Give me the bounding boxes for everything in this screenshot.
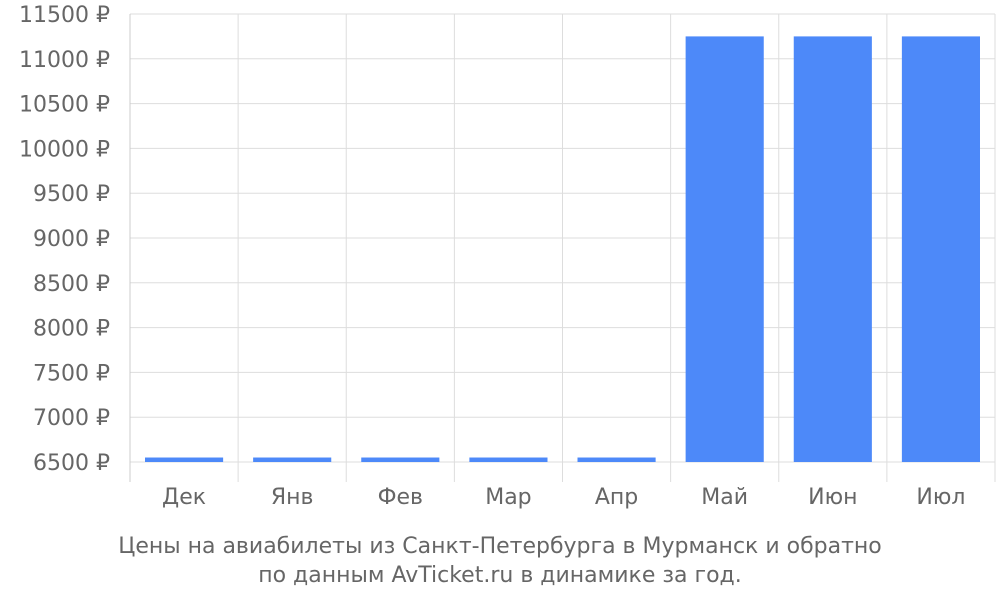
x-tick-label: Июн — [808, 485, 857, 510]
y-tick-label: 7000 ₽ — [33, 406, 110, 431]
x-axis-ticks: Дек Янв Фев Мар Апр Май Июн Июл — [162, 485, 965, 510]
chart-caption-line-1: Цены на авиабилеты из Санкт-Петербурга в… — [118, 534, 882, 559]
x-tick-label: Апр — [595, 485, 638, 510]
y-tick-label: 6500 ₽ — [33, 451, 110, 476]
y-tick-label: 8000 ₽ — [33, 317, 110, 342]
y-tick-label: 9500 ₽ — [33, 182, 110, 207]
bar-Мар — [469, 457, 548, 462]
chart-caption-line-2: по данным AvTicket.ru в динамике за год. — [258, 563, 742, 588]
y-axis-ticks: 6500 ₽ 7000 ₽ 7500 ₽ 8000 ₽ 8500 ₽ 9000 ₽ 9500… — [19, 3, 110, 476]
y-tick-label: 7500 ₽ — [33, 361, 110, 386]
x-tick-label: Июл — [916, 485, 965, 510]
y-tick-label: 8500 ₽ — [33, 272, 110, 297]
bars — [145, 36, 980, 463]
x-tick-label: Янв — [271, 485, 314, 510]
bar-Янв — [253, 457, 332, 462]
bar-Дек — [145, 457, 224, 462]
bar-Май — [685, 36, 764, 463]
x-tick-label: Мар — [485, 485, 531, 510]
bar-Фев — [361, 457, 440, 462]
y-tick-label: 9000 ₽ — [33, 227, 110, 252]
x-tick-label: Дек — [162, 485, 206, 510]
x-tick-label: Май — [701, 485, 748, 510]
bar-Июл — [901, 36, 980, 463]
x-tick-label: Фев — [378, 485, 423, 510]
y-tick-label: 10500 ₽ — [19, 93, 110, 118]
y-tick-label: 11000 ₽ — [19, 48, 110, 73]
y-tick-label: 10000 ₽ — [19, 137, 110, 162]
y-tick-label: 11500 ₽ — [19, 3, 110, 28]
bar-Июн — [793, 36, 872, 463]
grid — [129, 13, 996, 482]
bar-Апр — [577, 457, 656, 462]
